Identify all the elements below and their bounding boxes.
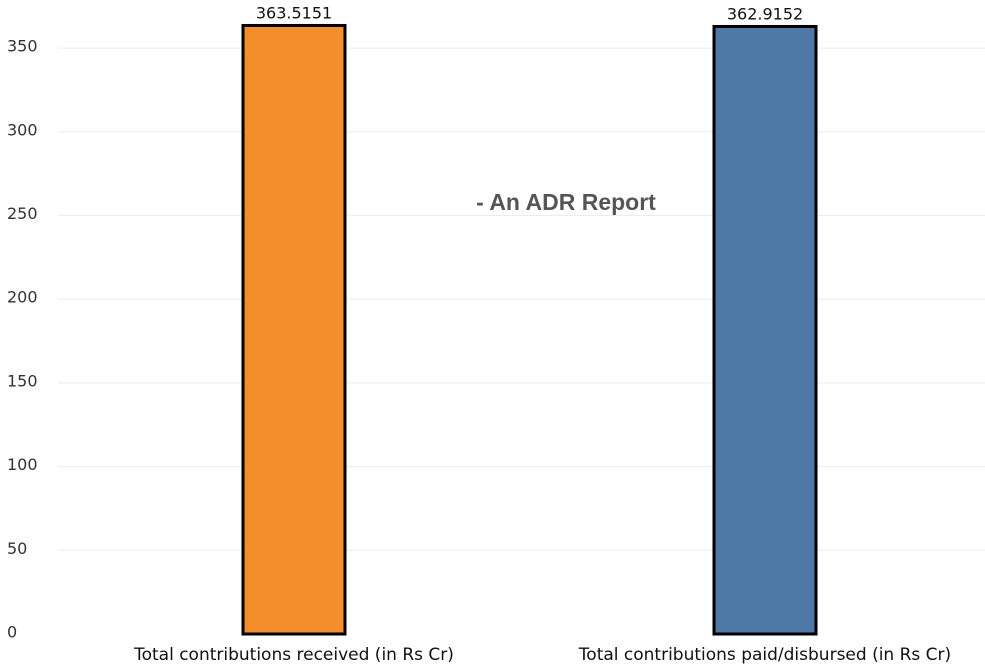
y-tick-label: 300 xyxy=(7,120,38,139)
y-tick-label: 350 xyxy=(7,37,38,56)
category-label: Total contributions received (in Rs Cr) xyxy=(133,645,454,665)
bars xyxy=(241,23,818,636)
y-tick-label: 50 xyxy=(7,539,27,558)
y-tick-label: 150 xyxy=(7,371,38,390)
category-label: Total contributions paid/disbursed (in R… xyxy=(578,645,951,665)
data-label: 362.9152 xyxy=(727,4,803,23)
y-tick-label: 200 xyxy=(7,288,38,307)
chart-annotation: - An ADR Report xyxy=(476,189,656,215)
bar xyxy=(241,23,347,636)
y-tick-label: 0 xyxy=(7,623,17,642)
y-tick-label: 250 xyxy=(7,204,38,223)
x-axis-category-labels: Total contributions received (in Rs Cr) T… xyxy=(133,645,951,665)
y-axis-tick-labels: 0 50 100 150 200 250 300 350 xyxy=(7,37,38,642)
gridlines xyxy=(58,47,985,551)
data-labels: 363.5151 362.9152 xyxy=(256,3,803,23)
y-tick-label: 100 xyxy=(7,455,38,474)
data-label: 363.5151 xyxy=(256,3,332,22)
bar xyxy=(712,24,818,636)
